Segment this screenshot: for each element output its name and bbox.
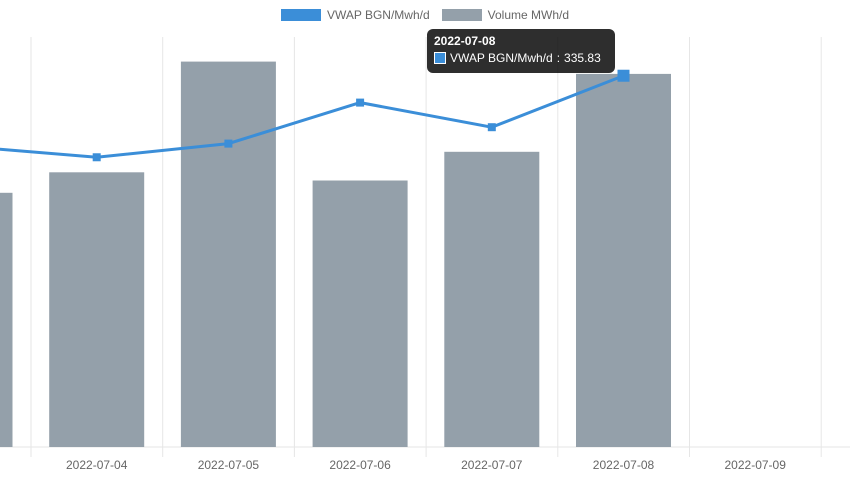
legend-label-vwap: VWAP BGN/Mwh/d — [326, 8, 430, 22]
vwap-line — [0, 74, 625, 159]
volume-bar — [0, 192, 13, 447]
legend-item-volume[interactable]: Volume MWh/d — [441, 8, 570, 22]
vwap-point — [487, 123, 496, 132]
vwap-point — [92, 153, 101, 162]
vwap-point — [356, 98, 365, 107]
x-tick-label: 2022-07-05 — [198, 458, 260, 472]
volume-bar — [576, 73, 671, 448]
legend-swatch-volume — [441, 9, 482, 21]
vwap-line-layer — [0, 69, 630, 162]
volume-bars — [0, 61, 671, 448]
grid-layer — [0, 37, 850, 457]
tooltip-title: 2022-07-08 — [434, 34, 496, 48]
legend-item-vwap[interactable]: VWAP BGN/Mwh/d — [280, 8, 430, 22]
x-tick-label: 2022-07-04 — [66, 458, 128, 472]
x-tick-label: 2022-07-07 — [461, 458, 523, 472]
vwap-point-active — [617, 69, 630, 82]
volume-bar — [49, 172, 145, 448]
legend: VWAP BGN/Mwh/d Volume MWh/d — [0, 8, 850, 22]
tooltip-value: 335.83 — [564, 51, 601, 65]
volume-bar — [444, 151, 540, 448]
vwap-point — [224, 139, 233, 148]
x-tick-label: 2022-07-08 — [593, 458, 655, 472]
tooltip: 2022-07-08 VWAP BGN/Mwh/d: 335.83 — [427, 29, 615, 73]
legend-swatch-vwap — [280, 9, 321, 21]
volume-bar — [312, 180, 408, 447]
tooltip-row: VWAP BGN/Mwh/d: 335.83 — [434, 51, 608, 65]
x-tick-label: 2022-07-06 — [329, 458, 391, 472]
volume-bar — [180, 61, 276, 447]
x-axis-labels: 2022-07-04 2022-07-05 2022-07-06 2022-07-07… — [66, 458, 786, 472]
legend-label-volume: Volume MWh/d — [487, 8, 570, 22]
tooltip-separator: : — [556, 51, 561, 65]
x-tick-label: 2022-07-09 — [725, 458, 787, 472]
tooltip-series-label: VWAP BGN/Mwh/d — [450, 51, 553, 65]
tooltip-swatch — [434, 52, 446, 64]
